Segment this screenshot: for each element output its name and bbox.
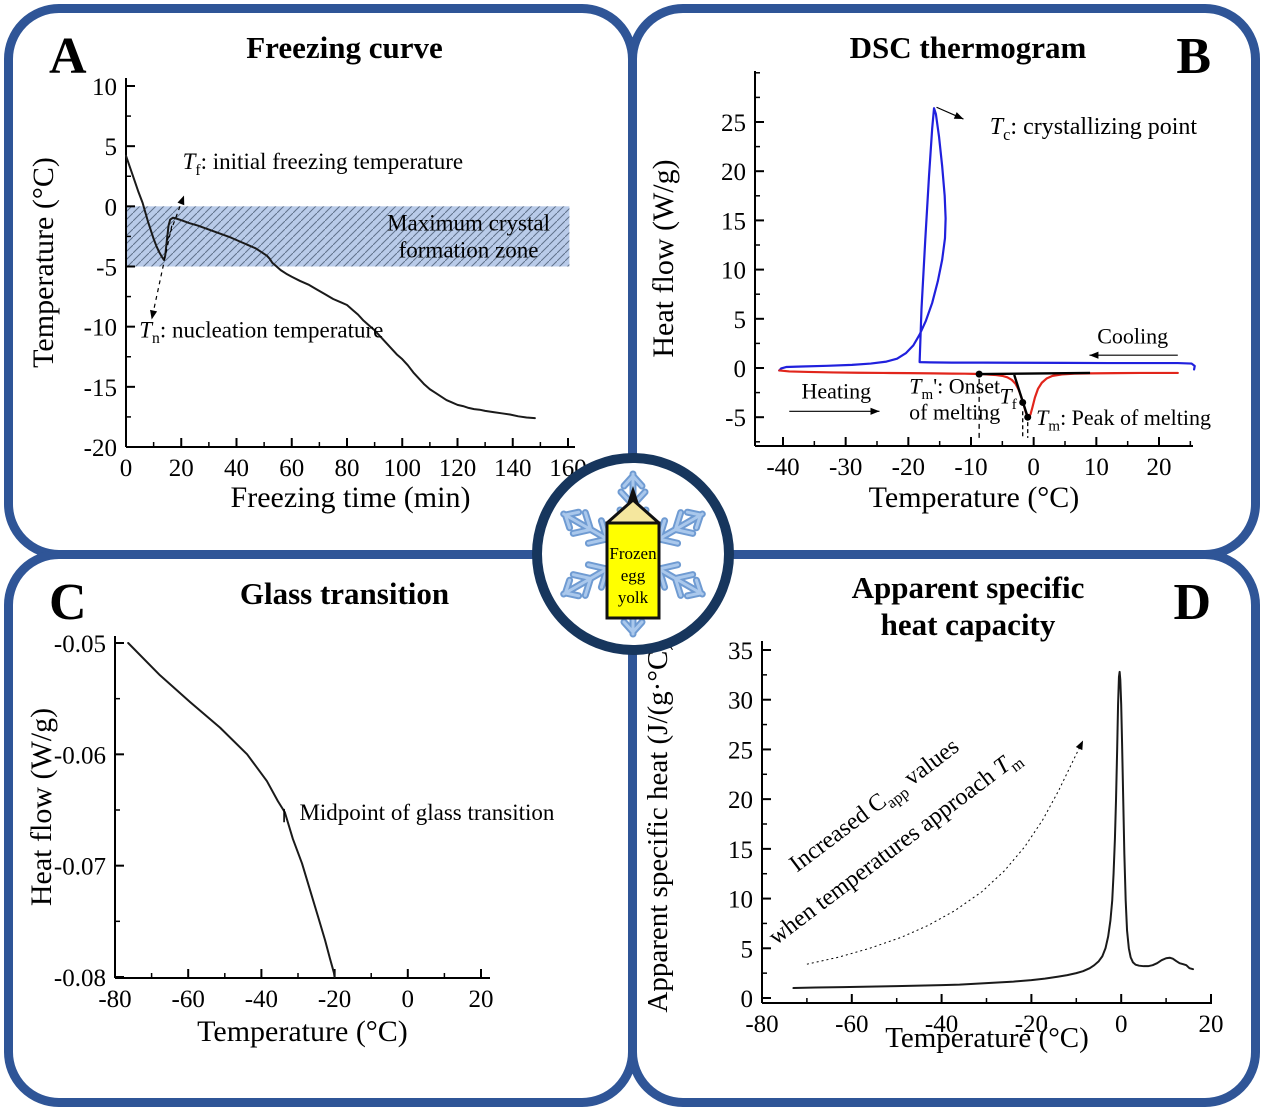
svg-text:0: 0 xyxy=(402,986,415,1013)
svg-text:40: 40 xyxy=(224,455,249,482)
svg-text:20: 20 xyxy=(728,787,753,814)
svg-text:yolk: yolk xyxy=(618,588,649,607)
svg-text:25: 25 xyxy=(721,110,746,137)
svg-text:0: 0 xyxy=(1027,454,1040,481)
svg-text:Tn: nucleation temperature: Tn: nucleation temperature xyxy=(139,317,383,347)
svg-text:Frozen: Frozen xyxy=(609,544,657,563)
svg-text:20: 20 xyxy=(1199,1011,1224,1038)
svg-text:25: 25 xyxy=(728,737,753,764)
panel-glass-transition: C Glass transition -80 -60 -40 -20 0 20 -0.05-… xyxy=(4,550,637,1107)
svg-text:Tf: initial freezing temperatu: Tf: initial freezing temperature xyxy=(183,149,463,179)
svg-text:30: 30 xyxy=(728,688,753,715)
panel-dsc-thermogram: B DSC thermogram -40 -30 -20 -10 0 10 20 25 20 15… xyxy=(628,4,1260,559)
svg-text:0: 0 xyxy=(120,455,133,482)
svg-text:-0.08: -0.08 xyxy=(54,965,106,992)
svg-text:20: 20 xyxy=(1147,454,1172,481)
svg-text:-20: -20 xyxy=(892,454,925,481)
svg-text:Tc: crystallizing point: Tc: crystallizing point xyxy=(990,114,1198,144)
svg-text:Cooling: Cooling xyxy=(1097,323,1168,348)
svg-text:-5: -5 xyxy=(96,255,117,282)
svg-text:0: 0 xyxy=(105,194,118,221)
title-line-1: Apparent specific xyxy=(851,570,1085,605)
dsc-thermogram-chart: -40 -30 -20 -10 0 10 20 25 20 15 10 5 0 -5 Temperature… xyxy=(647,71,1211,514)
svg-text:80: 80 xyxy=(335,455,360,482)
svg-text:Heat flow (W/g): Heat flow (W/g) xyxy=(25,708,58,906)
panel-letter-c: C xyxy=(49,574,87,631)
panel-title-glass-transition: Glass transition xyxy=(239,576,450,611)
svg-text:Tm: Peak of melting: Tm: Peak of melting xyxy=(1036,405,1211,435)
panel-letter-b: B xyxy=(1176,28,1211,85)
svg-text:Midpoint of glass transition: Midpoint of glass transition xyxy=(299,800,554,825)
svg-text:20: 20 xyxy=(169,455,194,482)
svg-text:140: 140 xyxy=(494,455,532,482)
svg-text:-40: -40 xyxy=(766,454,799,481)
panel-title-dsc-thermogram: DSC thermogram xyxy=(849,30,1087,65)
svg-text:-40: -40 xyxy=(245,986,278,1013)
svg-text:15: 15 xyxy=(728,837,753,864)
svg-text:-20: -20 xyxy=(84,435,117,462)
svg-text:-60: -60 xyxy=(835,1011,868,1038)
svg-text:-5: -5 xyxy=(725,405,746,432)
svg-text:formation zone: formation zone xyxy=(399,237,539,262)
svg-text:-20: -20 xyxy=(318,986,351,1013)
svg-text:0: 0 xyxy=(1115,1011,1128,1038)
svg-text:-10: -10 xyxy=(84,315,117,342)
svg-text:35: 35 xyxy=(728,638,753,665)
frozen-egg-yolk-badge: Frozen egg yolk xyxy=(532,453,734,655)
title-line-2: heat capacity xyxy=(880,607,1056,642)
svg-text:10: 10 xyxy=(721,258,746,285)
panel-title-freezing-curve: Freezing curve xyxy=(246,30,443,65)
svg-text:0: 0 xyxy=(734,356,747,383)
svg-text:Heating: Heating xyxy=(801,379,871,404)
svg-text:Tf: Tf xyxy=(1000,383,1017,413)
svg-text:-60: -60 xyxy=(172,986,205,1013)
svg-text:120: 120 xyxy=(439,455,477,482)
svg-text:-0.07: -0.07 xyxy=(54,854,106,881)
freezing-curve-chart: 0 20 40 60 80 100 120 140 1601050-5-10-15-20Free… xyxy=(27,74,587,514)
svg-text:Temperature (°C): Temperature (°C) xyxy=(27,157,60,368)
svg-text:0: 0 xyxy=(741,986,754,1013)
svg-text:-0.05: -0.05 xyxy=(54,631,106,658)
svg-text:Temperature (°C): Temperature (°C) xyxy=(885,1022,1089,1054)
svg-text:Maximum crystal: Maximum crystal xyxy=(387,210,550,235)
glass-transition-chart: -80 -60 -40 -20 0 20 -0.05 -0.06 -0.07 -0.08 Tempe… xyxy=(25,631,555,1048)
svg-text:-80: -80 xyxy=(745,1011,778,1038)
svg-text:5: 5 xyxy=(741,936,754,963)
svg-text:10: 10 xyxy=(1084,454,1109,481)
panel-letter-d: D xyxy=(1173,574,1211,631)
svg-text:-15: -15 xyxy=(84,375,117,402)
svg-text:Temperature (°C): Temperature (°C) xyxy=(869,481,1080,514)
svg-text:-30: -30 xyxy=(829,454,862,481)
svg-text:Temperature (°C): Temperature (°C) xyxy=(197,1015,408,1048)
svg-text:-10: -10 xyxy=(954,454,987,481)
snowflake-carton-icon: Frozen egg yolk xyxy=(560,470,706,638)
svg-text:60: 60 xyxy=(279,455,304,482)
svg-text:of melting: of melting xyxy=(909,400,1000,425)
svg-text:Freezing time (min): Freezing time (min) xyxy=(231,481,471,514)
panel-title-apparent-specific-heat: Apparent specific heat capacity xyxy=(707,569,1229,643)
svg-text:Apparent specific heat (J/(g·°: Apparent specific heat (J/(g·°C)) xyxy=(642,631,674,1012)
svg-text:-0.06: -0.06 xyxy=(54,742,106,769)
panel-letter-a: A xyxy=(49,28,87,85)
svg-text:100: 100 xyxy=(384,455,422,482)
panel-apparent-specific-heat: D Apparent specific heat capacity -80 -60… xyxy=(628,550,1260,1107)
svg-text:-40: -40 xyxy=(925,1011,958,1038)
svg-text:20: 20 xyxy=(721,159,746,186)
apparent-specific-heat-chart: -80 -60 -40 -20 0 20 0 5 10 15 20 25 30 35 Temperature… xyxy=(642,631,1224,1054)
svg-text:5: 5 xyxy=(105,134,118,161)
svg-text:5: 5 xyxy=(734,307,747,334)
svg-text:Heat flow (W/g): Heat flow (W/g) xyxy=(647,159,680,357)
svg-text:-20: -20 xyxy=(1015,1011,1048,1038)
panel-freezing-curve: A Freezing curve 0 20 40 60 80 100 120 140 160 10… xyxy=(4,4,637,559)
svg-text:10: 10 xyxy=(92,74,117,101)
svg-text:20: 20 xyxy=(469,986,494,1013)
svg-text:10: 10 xyxy=(728,887,753,914)
svg-text:Tm': Onset: Tm': Onset xyxy=(909,374,1000,404)
svg-text:egg: egg xyxy=(621,566,646,585)
svg-text:15: 15 xyxy=(721,208,746,235)
svg-text:-80: -80 xyxy=(98,986,131,1013)
